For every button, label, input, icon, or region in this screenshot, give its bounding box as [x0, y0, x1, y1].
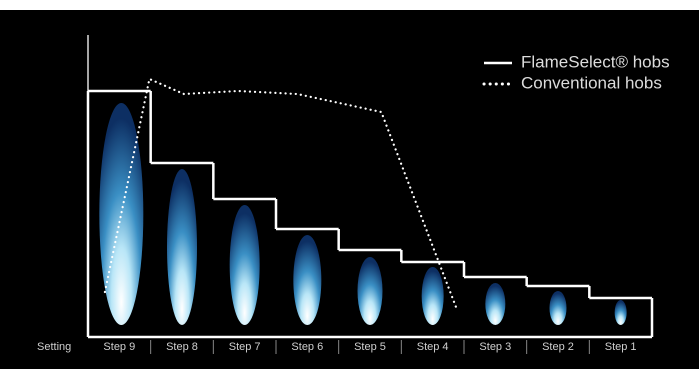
flame [229, 205, 260, 325]
conventional-line [103, 77, 459, 312]
flame [421, 267, 444, 325]
x-tick-label: Step 4 [417, 341, 449, 353]
flame [99, 103, 144, 325]
x-tick-label: Step 2 [542, 341, 574, 353]
x-tick-label: Step 6 [291, 341, 323, 353]
x-axis-label: Setting [37, 341, 71, 353]
x-tick-label: Step 5 [354, 341, 386, 353]
x-tick-label: Step 9 [103, 341, 135, 353]
flame [614, 300, 627, 325]
legend-label: FlameSelect® hobs [521, 52, 670, 71]
x-tick-label: Step 3 [479, 341, 511, 353]
flame [357, 257, 383, 325]
flame [293, 235, 322, 325]
flame [167, 169, 197, 325]
x-tick-label: Step 1 [605, 341, 637, 353]
x-tick-label: Step 7 [229, 341, 261, 353]
flame [549, 291, 567, 325]
legend-label: Conventional hobs [521, 73, 662, 92]
x-tick-label: Step 8 [166, 341, 198, 353]
flame [485, 283, 506, 325]
